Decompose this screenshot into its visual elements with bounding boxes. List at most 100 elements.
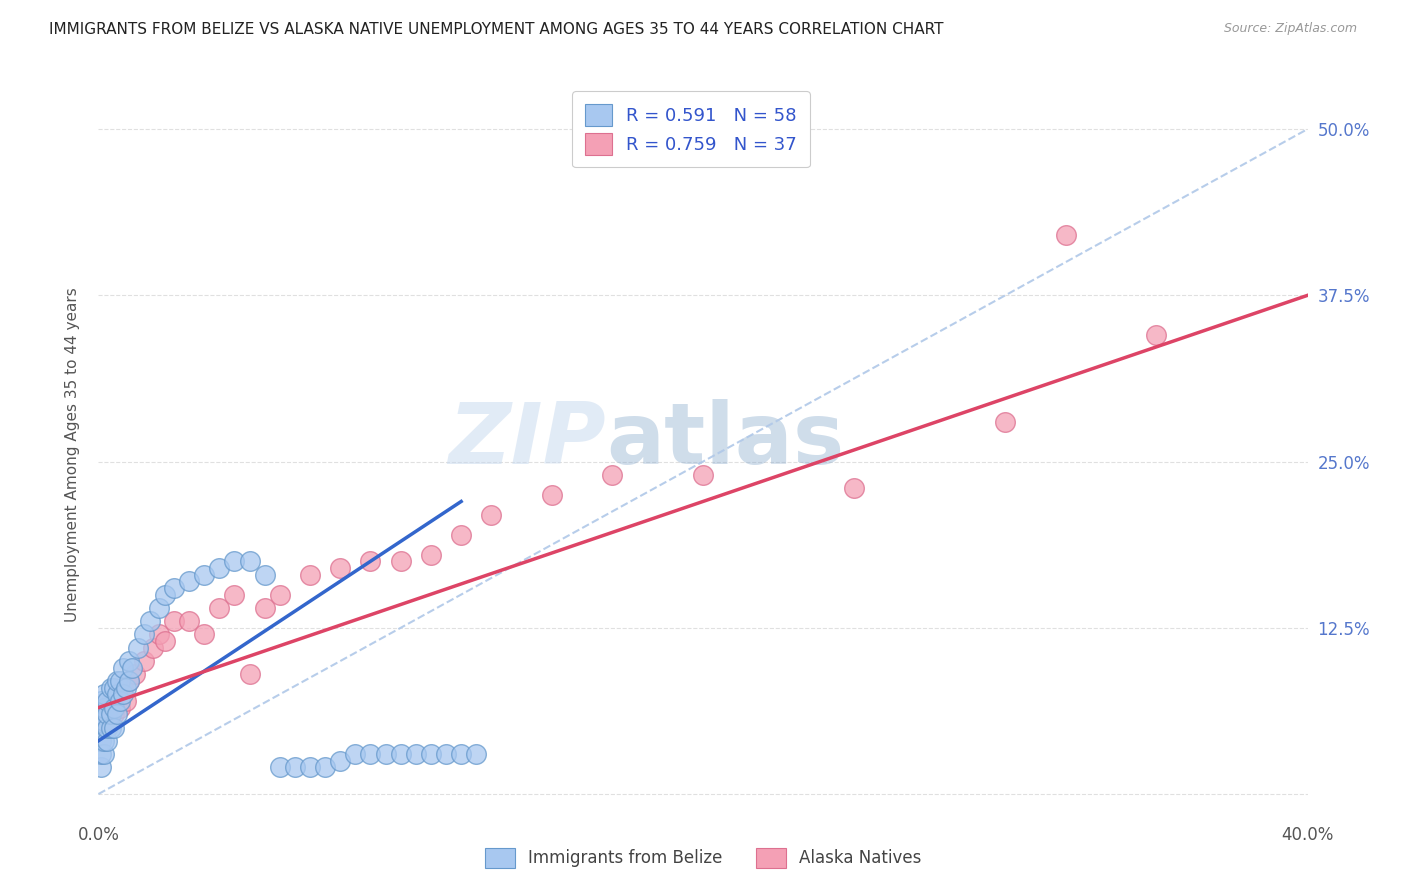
Point: [269, 588, 291, 602]
Point: [96, 707, 118, 722]
Point: [163, 614, 186, 628]
Point: [100, 681, 122, 695]
Point: [100, 707, 122, 722]
Point: [269, 760, 291, 774]
Point: [224, 588, 246, 602]
Point: [124, 667, 146, 681]
Legend: Immigrants from Belize, Alaska Natives: Immigrants from Belize, Alaska Natives: [478, 841, 928, 875]
Point: [96, 694, 118, 708]
Point: [90, 721, 112, 735]
Point: [103, 700, 125, 714]
Point: [111, 681, 134, 695]
Point: [121, 661, 143, 675]
Point: [90, 747, 112, 761]
Text: IMMIGRANTS FROM BELIZE VS ALASKA NATIVE UNEMPLOYMENT AMONG AGES 35 TO 44 YEARS C: IMMIGRANTS FROM BELIZE VS ALASKA NATIVE …: [49, 22, 943, 37]
Point: [434, 747, 457, 761]
Point: [193, 627, 215, 641]
Point: [103, 681, 125, 695]
Point: [253, 567, 276, 582]
Point: [420, 548, 443, 562]
Text: ZIP: ZIP: [449, 399, 606, 482]
Point: [239, 554, 262, 568]
Point: [114, 694, 136, 708]
Point: [329, 561, 352, 575]
Point: [193, 567, 215, 582]
Point: [179, 574, 201, 589]
Point: [284, 760, 307, 774]
Point: [208, 561, 231, 575]
Point: [93, 700, 115, 714]
Point: [314, 760, 336, 774]
Point: [360, 747, 382, 761]
Point: [389, 554, 412, 568]
Legend: R = 0.591   N = 58, R = 0.759   N = 37: R = 0.591 N = 58, R = 0.759 N = 37: [572, 91, 810, 168]
Point: [103, 721, 125, 735]
Point: [481, 508, 503, 522]
Point: [90, 694, 112, 708]
Point: [108, 700, 131, 714]
Point: [114, 681, 136, 695]
Point: [105, 673, 128, 688]
Point: [420, 747, 443, 761]
Point: [253, 600, 276, 615]
Point: [90, 721, 112, 735]
Point: [100, 694, 122, 708]
Point: [93, 747, 115, 761]
Point: [1144, 328, 1167, 343]
Point: [108, 673, 131, 688]
Point: [118, 654, 141, 668]
Point: [329, 754, 352, 768]
Point: [105, 687, 128, 701]
Point: [374, 747, 396, 761]
Point: [103, 707, 125, 722]
Point: [844, 481, 866, 495]
Point: [208, 600, 231, 615]
Point: [132, 654, 155, 668]
Point: [602, 467, 624, 482]
Point: [299, 760, 322, 774]
Point: [96, 734, 118, 748]
Point: [93, 734, 115, 748]
Point: [118, 673, 141, 688]
Point: [179, 614, 201, 628]
Point: [153, 634, 176, 648]
Point: [153, 588, 176, 602]
Point: [90, 734, 112, 748]
Point: [299, 567, 322, 582]
Point: [96, 721, 118, 735]
Point: [93, 687, 115, 701]
Point: [1054, 228, 1077, 243]
Point: [111, 661, 134, 675]
Point: [148, 600, 170, 615]
Point: [405, 747, 427, 761]
Point: [105, 707, 128, 722]
Point: [90, 760, 112, 774]
Point: [127, 640, 149, 655]
Point: [450, 527, 472, 541]
Point: [100, 721, 122, 735]
Y-axis label: Unemployment Among Ages 35 to 44 years: Unemployment Among Ages 35 to 44 years: [65, 287, 80, 623]
Point: [540, 488, 562, 502]
Text: Source: ZipAtlas.com: Source: ZipAtlas.com: [1223, 22, 1357, 36]
Point: [360, 554, 382, 568]
Point: [139, 614, 162, 628]
Point: [93, 707, 115, 722]
Point: [142, 640, 165, 655]
Point: [132, 627, 155, 641]
Point: [111, 687, 134, 701]
Point: [108, 694, 131, 708]
Point: [148, 627, 170, 641]
Point: [105, 687, 128, 701]
Point: [90, 707, 112, 722]
Point: [389, 747, 412, 761]
Text: atlas: atlas: [606, 399, 845, 482]
Point: [96, 721, 118, 735]
Point: [163, 581, 186, 595]
Point: [692, 467, 714, 482]
Point: [344, 747, 367, 761]
Point: [93, 714, 115, 728]
Point: [224, 554, 246, 568]
Point: [994, 415, 1017, 429]
Point: [118, 673, 141, 688]
Point: [465, 747, 488, 761]
